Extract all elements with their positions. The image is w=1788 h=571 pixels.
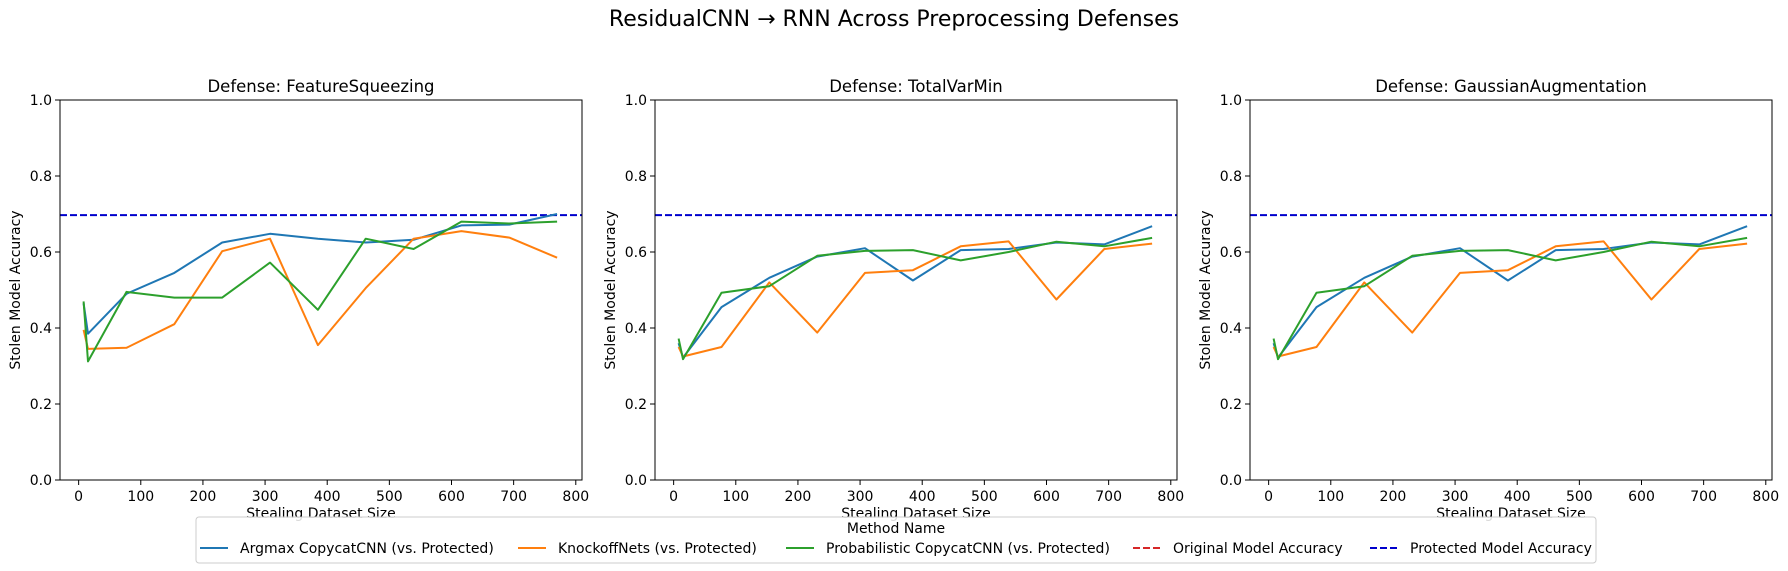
- legend-label-2: KnockoffNets (vs. Protected): [558, 541, 757, 557]
- series-line-2: [82, 230, 558, 350]
- x-tick-label: 0: [669, 489, 678, 505]
- y-tick-label: 0.8: [625, 169, 647, 185]
- series-line-3: [677, 236, 1153, 361]
- x-tick-label: 300: [847, 489, 874, 505]
- x-tick-label: 600: [438, 489, 465, 505]
- chart-panel-3: Defense: GaussianAugmentation 0 100 200 300 4…: [1198, 77, 1779, 522]
- series-line-1: [1272, 225, 1748, 359]
- x-tick-label: 0: [1264, 489, 1273, 505]
- legend-title: Method Name: [847, 521, 945, 537]
- y-tick-label: 0.0: [625, 473, 647, 489]
- legend-label-4: Original Model Accuracy: [1173, 541, 1343, 557]
- x-tick-label: 0: [74, 489, 83, 505]
- panel-title: Defense: TotalVarMin: [829, 77, 1003, 96]
- panel-title: Defense: FeatureSqueezing: [207, 77, 434, 96]
- x-tick-label: 500: [971, 489, 998, 505]
- series-line-1: [677, 225, 1153, 359]
- y-tick-label: 0.2: [30, 397, 52, 413]
- y-tick-label: 0.2: [625, 397, 647, 413]
- x-tick-label: 200: [190, 489, 217, 505]
- x-tick-label: 500: [1566, 489, 1593, 505]
- y-tick-label: 0.6: [625, 245, 647, 261]
- x-tick-label: 600: [1033, 489, 1060, 505]
- legend-label-5: Protected Model Accuracy: [1410, 541, 1592, 557]
- x-tick-label: 800: [1157, 489, 1184, 505]
- y-axis-label: Stolen Model Accuracy: [8, 210, 24, 369]
- x-tick-label: 800: [562, 489, 589, 505]
- x-tick-label: 300: [1442, 489, 1469, 505]
- x-tick-label: 800: [1752, 489, 1779, 505]
- x-tick-label: 100: [1317, 489, 1344, 505]
- series-line-2: [1272, 240, 1748, 358]
- y-axis-label: Stolen Model Accuracy: [603, 210, 619, 369]
- y-tick-label: 0.0: [30, 473, 52, 489]
- series-line-3: [82, 220, 558, 363]
- axes-frame: [654, 99, 1178, 481]
- x-tick-label: 200: [785, 489, 812, 505]
- x-tick-label: 100: [127, 489, 154, 505]
- legend-label-1: Argmax CopycatCNN (vs. Protected): [240, 541, 494, 557]
- y-tick-label: 0.4: [30, 321, 52, 337]
- y-tick-label: 0.2: [1220, 397, 1242, 413]
- y-tick-label: 1.0: [625, 93, 647, 109]
- axes-frame: [1249, 99, 1773, 481]
- x-tick-label: 400: [1504, 489, 1531, 505]
- axes-frame: [59, 99, 583, 481]
- y-tick-label: 1.0: [30, 93, 52, 109]
- legend-label-3: Probabilistic CopycatCNN (vs. Protected): [826, 541, 1110, 557]
- legend: Method Name Argmax CopycatCNN (vs. Protec…: [195, 516, 1597, 564]
- y-tick-label: 1.0: [1220, 93, 1242, 109]
- x-tick-label: 400: [314, 489, 341, 505]
- x-tick-label: 500: [376, 489, 403, 505]
- series-line-2: [677, 240, 1153, 358]
- series-line-3: [1272, 236, 1748, 361]
- y-axis-label: Stolen Model Accuracy: [1198, 210, 1214, 369]
- legend-box: [195, 516, 1597, 564]
- y-tick-label: 0.4: [1220, 321, 1242, 337]
- chart-panel-2: Defense: TotalVarMin 0 100 200 300 400 500 600 7…: [603, 77, 1184, 522]
- x-tick-label: 700: [500, 489, 527, 505]
- x-tick-label: 700: [1690, 489, 1717, 505]
- x-tick-label: 400: [909, 489, 936, 505]
- y-tick-label: 0.8: [1220, 169, 1242, 185]
- y-tick-label: 0.6: [1220, 245, 1242, 261]
- y-tick-label: 0.4: [625, 321, 647, 337]
- x-tick-label: 200: [1380, 489, 1407, 505]
- y-tick-label: 0.6: [30, 245, 52, 261]
- x-tick-label: 600: [1628, 489, 1655, 505]
- figure-title: ResidualCNN → RNN Across Preprocessing D…: [609, 7, 1179, 32]
- x-tick-label: 300: [252, 489, 279, 505]
- series-line-1: [82, 213, 558, 335]
- x-tick-label: 700: [1095, 489, 1122, 505]
- panel-title: Defense: GaussianAugmentation: [1375, 77, 1647, 96]
- y-tick-label: 0.8: [30, 169, 52, 185]
- x-tick-label: 100: [722, 489, 749, 505]
- y-tick-label: 0.0: [1220, 473, 1242, 489]
- chart-panel-1: Defense: FeatureSqueezing 0 100 200 300 400 50…: [8, 77, 589, 522]
